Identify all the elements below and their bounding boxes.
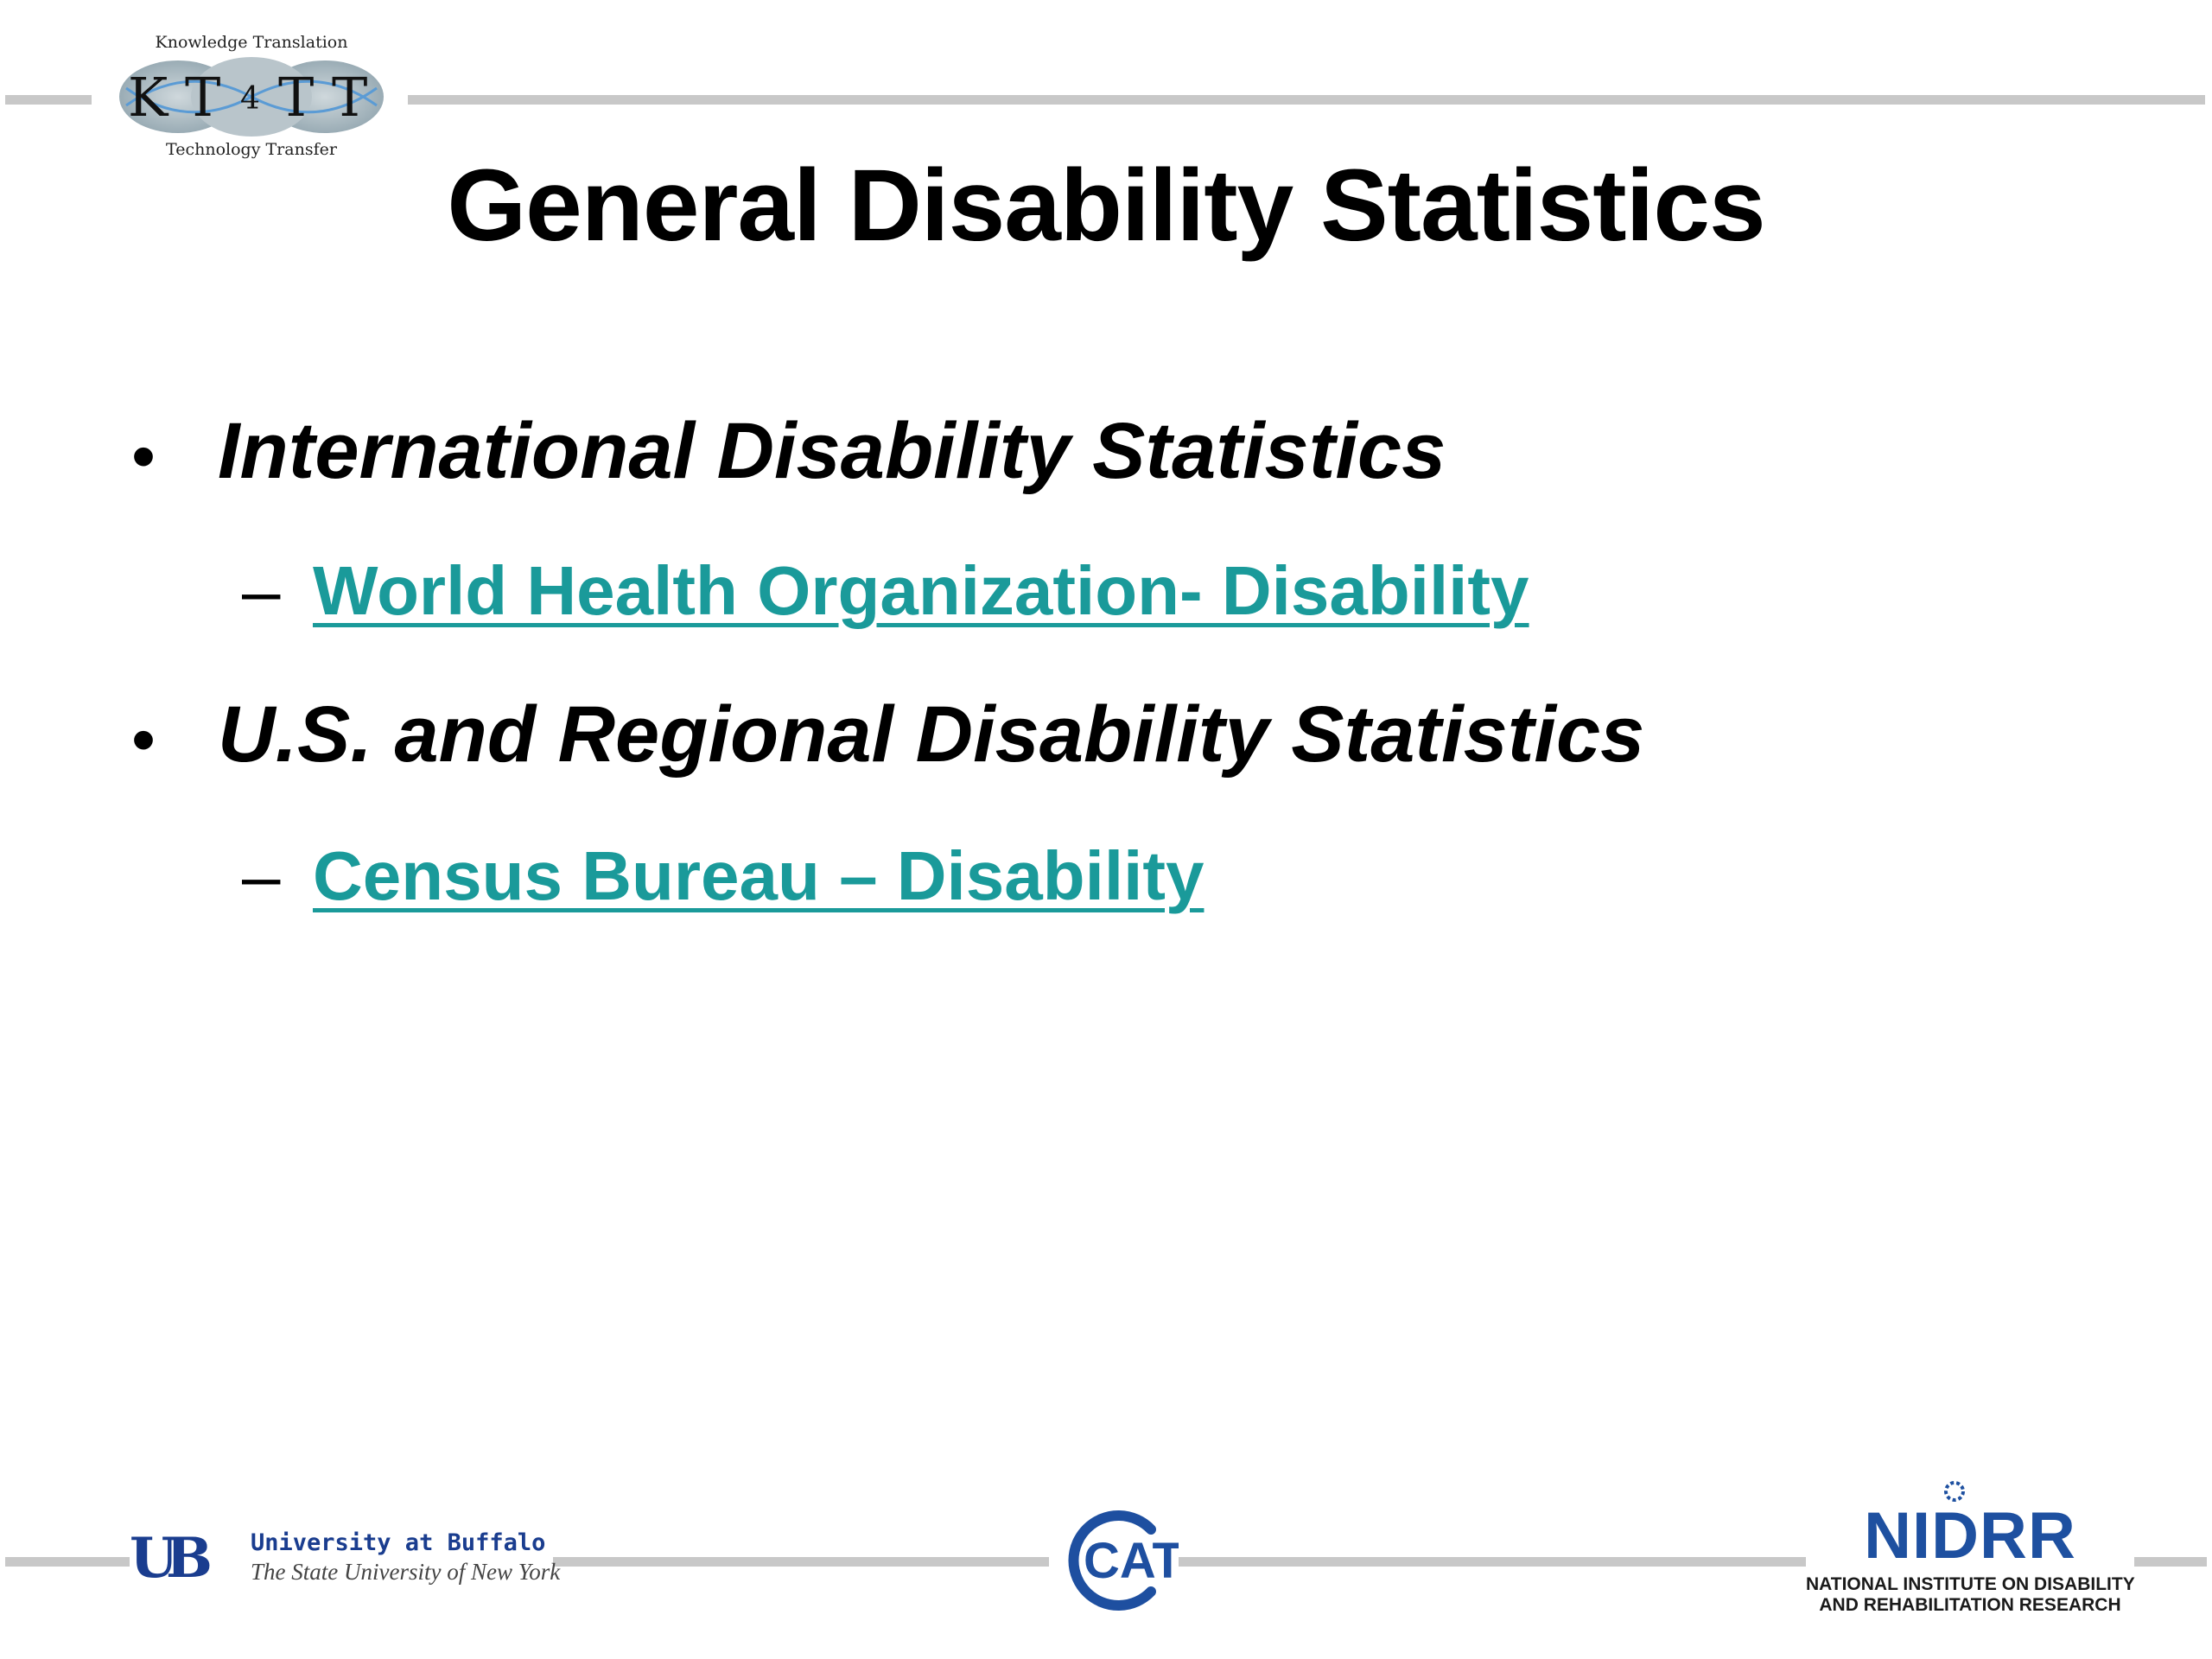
logo-letter-t1: T [185, 66, 220, 129]
sub-marker-1: – [242, 552, 281, 629]
bullet-marker-1: • [131, 417, 156, 494]
nidrr-subtitle-1: NATIONAL INSTITUTE ON DISABILITY [1806, 1574, 2135, 1594]
logo-letter-t3: T [332, 66, 367, 129]
logo-top-text: Knowledge Translation [155, 33, 348, 52]
kt4tt-mark: K T 4 T T [119, 57, 384, 137]
header-rule-right [408, 95, 2205, 105]
bullet-us-regional: U.S. and Regional Disability Statistics [218, 690, 1645, 779]
bullet-international: International Disability Statistics [218, 407, 1446, 495]
link-who-disability[interactable]: World Health Organization- Disability [313, 552, 1529, 629]
nidrr-star-icon [1944, 1481, 1965, 1502]
logo-letter-4: 4 [240, 81, 260, 117]
cat-logo: CAT [1049, 1510, 1183, 1611]
kt4tt-logo: Knowledge Translation K T 4 T T Technolo… [118, 33, 385, 162]
ub-logo: UB University at Buffalo The State Unive… [130, 1526, 560, 1591]
nidrr-name: NIDRR [1864, 1499, 2076, 1573]
nidrr-logo: NIDRR NATIONAL INSTITUTE ON DISABILITY A… [1806, 1476, 2135, 1623]
cat-mark: CAT [1068, 1510, 1183, 1611]
sub-marker-2: – [242, 837, 281, 914]
logo-letter-k: K [128, 66, 169, 129]
link-census-disability[interactable]: Census Bureau – Disability [313, 837, 1205, 914]
slide-title: General Disability Statistics [447, 149, 1765, 263]
ub-subtitle: The State University of New York [251, 1559, 561, 1585]
svg-text:CAT: CAT [1084, 1533, 1179, 1589]
header-rule-left [5, 95, 92, 105]
bullet-marker-2: • [131, 701, 156, 778]
ub-mark: UB [130, 1526, 213, 1591]
logo-bottom-text: Technology Transfer [166, 140, 337, 159]
nidrr-subtitle-2: AND REHABILITATION RESEARCH [1819, 1595, 2121, 1615]
ub-name: University at Buffalo [251, 1529, 546, 1556]
logo-letter-t2: T [278, 66, 314, 129]
